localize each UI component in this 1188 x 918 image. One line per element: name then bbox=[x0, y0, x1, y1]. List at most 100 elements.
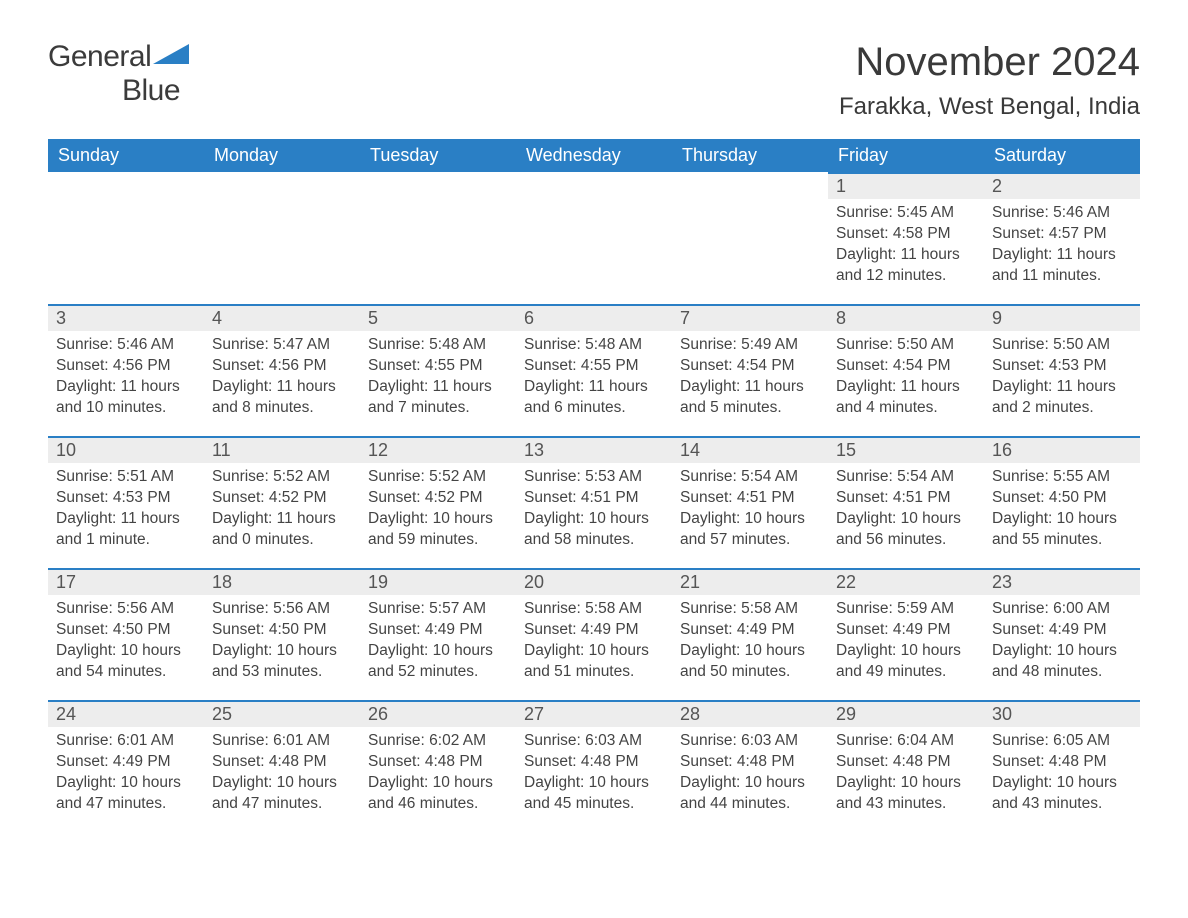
sunrise-line: Sunrise: 5:51 AM bbox=[56, 467, 196, 488]
day-details: Sunrise: 5:57 AMSunset: 4:49 PMDaylight:… bbox=[360, 595, 516, 691]
day-details: Sunrise: 5:56 AMSunset: 4:50 PMDaylight:… bbox=[48, 595, 204, 691]
calendar-cell: 22Sunrise: 5:59 AMSunset: 4:49 PMDayligh… bbox=[828, 568, 984, 700]
weekday-header: Wednesday bbox=[516, 139, 672, 172]
logo-triangle-icon bbox=[151, 42, 191, 71]
calendar-cell bbox=[48, 172, 204, 304]
day-details: Sunrise: 5:59 AMSunset: 4:49 PMDaylight:… bbox=[828, 595, 984, 691]
daylight-line: Daylight: 10 hours and 49 minutes. bbox=[836, 641, 976, 683]
day-details: Sunrise: 6:03 AMSunset: 4:48 PMDaylight:… bbox=[672, 727, 828, 823]
calendar-cell: 8Sunrise: 5:50 AMSunset: 4:54 PMDaylight… bbox=[828, 304, 984, 436]
day-details: Sunrise: 5:55 AMSunset: 4:50 PMDaylight:… bbox=[984, 463, 1140, 559]
day-details: Sunrise: 6:04 AMSunset: 4:48 PMDaylight:… bbox=[828, 727, 984, 823]
calendar-cell: 23Sunrise: 6:00 AMSunset: 4:49 PMDayligh… bbox=[984, 568, 1140, 700]
calendar-week-row: 10Sunrise: 5:51 AMSunset: 4:53 PMDayligh… bbox=[48, 436, 1140, 568]
day-details: Sunrise: 5:46 AMSunset: 4:56 PMDaylight:… bbox=[48, 331, 204, 427]
day-details: Sunrise: 5:48 AMSunset: 4:55 PMDaylight:… bbox=[360, 331, 516, 427]
sunrise-line: Sunrise: 5:46 AM bbox=[992, 203, 1132, 224]
calendar-cell: 24Sunrise: 6:01 AMSunset: 4:49 PMDayligh… bbox=[48, 700, 204, 832]
calendar-cell: 27Sunrise: 6:03 AMSunset: 4:48 PMDayligh… bbox=[516, 700, 672, 832]
day-number: 20 bbox=[516, 568, 672, 595]
calendar-cell: 20Sunrise: 5:58 AMSunset: 4:49 PMDayligh… bbox=[516, 568, 672, 700]
daylight-line: Daylight: 11 hours and 6 minutes. bbox=[524, 377, 664, 419]
sunrise-line: Sunrise: 5:47 AM bbox=[212, 335, 352, 356]
sunrise-line: Sunrise: 5:50 AM bbox=[992, 335, 1132, 356]
sunrise-line: Sunrise: 5:45 AM bbox=[836, 203, 976, 224]
day-details: Sunrise: 5:46 AMSunset: 4:57 PMDaylight:… bbox=[984, 199, 1140, 295]
sunset-line: Sunset: 4:49 PM bbox=[680, 620, 820, 641]
daylight-line: Daylight: 10 hours and 50 minutes. bbox=[680, 641, 820, 683]
day-number: 9 bbox=[984, 304, 1140, 331]
day-number: 25 bbox=[204, 700, 360, 727]
calendar-cell bbox=[516, 172, 672, 304]
day-details: Sunrise: 5:54 AMSunset: 4:51 PMDaylight:… bbox=[672, 463, 828, 559]
daylight-line: Daylight: 10 hours and 47 minutes. bbox=[56, 773, 196, 815]
daylight-line: Daylight: 10 hours and 52 minutes. bbox=[368, 641, 508, 683]
sunrise-line: Sunrise: 6:00 AM bbox=[992, 599, 1132, 620]
calendar-cell: 30Sunrise: 6:05 AMSunset: 4:48 PMDayligh… bbox=[984, 700, 1140, 832]
calendar-cell: 14Sunrise: 5:54 AMSunset: 4:51 PMDayligh… bbox=[672, 436, 828, 568]
daylight-line: Daylight: 10 hours and 58 minutes. bbox=[524, 509, 664, 551]
calendar-cell: 12Sunrise: 5:52 AMSunset: 4:52 PMDayligh… bbox=[360, 436, 516, 568]
calendar-cell bbox=[672, 172, 828, 304]
calendar-header-row: SundayMondayTuesdayWednesdayThursdayFrid… bbox=[48, 139, 1140, 172]
sunset-line: Sunset: 4:48 PM bbox=[836, 752, 976, 773]
sunset-line: Sunset: 4:50 PM bbox=[56, 620, 196, 641]
sunset-line: Sunset: 4:48 PM bbox=[524, 752, 664, 773]
daylight-line: Daylight: 10 hours and 53 minutes. bbox=[212, 641, 352, 683]
calendar-cell: 28Sunrise: 6:03 AMSunset: 4:48 PMDayligh… bbox=[672, 700, 828, 832]
calendar-week-row: 24Sunrise: 6:01 AMSunset: 4:49 PMDayligh… bbox=[48, 700, 1140, 832]
calendar-cell: 5Sunrise: 5:48 AMSunset: 4:55 PMDaylight… bbox=[360, 304, 516, 436]
day-details: Sunrise: 6:01 AMSunset: 4:48 PMDaylight:… bbox=[204, 727, 360, 823]
sunset-line: Sunset: 4:52 PM bbox=[212, 488, 352, 509]
day-number: 6 bbox=[516, 304, 672, 331]
calendar-cell: 13Sunrise: 5:53 AMSunset: 4:51 PMDayligh… bbox=[516, 436, 672, 568]
day-number: 26 bbox=[360, 700, 516, 727]
day-number: 23 bbox=[984, 568, 1140, 595]
calendar-cell: 26Sunrise: 6:02 AMSunset: 4:48 PMDayligh… bbox=[360, 700, 516, 832]
calendar-cell bbox=[204, 172, 360, 304]
calendar-cell bbox=[360, 172, 516, 304]
day-number: 22 bbox=[828, 568, 984, 595]
sunrise-line: Sunrise: 6:01 AM bbox=[212, 731, 352, 752]
day-number: 5 bbox=[360, 304, 516, 331]
title-block: November 2024 Farakka, West Bengal, Indi… bbox=[839, 40, 1140, 121]
weekday-header: Monday bbox=[204, 139, 360, 172]
sunset-line: Sunset: 4:49 PM bbox=[56, 752, 196, 773]
day-number: 28 bbox=[672, 700, 828, 727]
daylight-line: Daylight: 11 hours and 8 minutes. bbox=[212, 377, 352, 419]
day-number: 2 bbox=[984, 172, 1140, 199]
sunset-line: Sunset: 4:55 PM bbox=[524, 356, 664, 377]
sunrise-line: Sunrise: 5:52 AM bbox=[212, 467, 352, 488]
daylight-line: Daylight: 10 hours and 55 minutes. bbox=[992, 509, 1132, 551]
day-details: Sunrise: 6:03 AMSunset: 4:48 PMDaylight:… bbox=[516, 727, 672, 823]
daylight-line: Daylight: 11 hours and 11 minutes. bbox=[992, 245, 1132, 287]
sunset-line: Sunset: 4:48 PM bbox=[680, 752, 820, 773]
calendar-cell: 7Sunrise: 5:49 AMSunset: 4:54 PMDaylight… bbox=[672, 304, 828, 436]
calendar-cell: 4Sunrise: 5:47 AMSunset: 4:56 PMDaylight… bbox=[204, 304, 360, 436]
daylight-line: Daylight: 10 hours and 47 minutes. bbox=[212, 773, 352, 815]
day-number: 11 bbox=[204, 436, 360, 463]
sunrise-line: Sunrise: 5:56 AM bbox=[56, 599, 196, 620]
sunset-line: Sunset: 4:48 PM bbox=[368, 752, 508, 773]
header: General Blue November 2024 Farakka, West… bbox=[48, 40, 1140, 121]
logo-word1: General bbox=[48, 40, 151, 73]
month-title: November 2024 bbox=[839, 40, 1140, 85]
day-number: 10 bbox=[48, 436, 204, 463]
day-details: Sunrise: 5:52 AMSunset: 4:52 PMDaylight:… bbox=[204, 463, 360, 559]
day-number: 4 bbox=[204, 304, 360, 331]
day-number: 21 bbox=[672, 568, 828, 595]
day-number: 17 bbox=[48, 568, 204, 595]
calendar-table: SundayMondayTuesdayWednesdayThursdayFrid… bbox=[48, 139, 1140, 832]
calendar-cell: 2Sunrise: 5:46 AMSunset: 4:57 PMDaylight… bbox=[984, 172, 1140, 304]
sunset-line: Sunset: 4:49 PM bbox=[368, 620, 508, 641]
location: Farakka, West Bengal, India bbox=[839, 93, 1140, 121]
day-details: Sunrise: 5:50 AMSunset: 4:54 PMDaylight:… bbox=[828, 331, 984, 427]
sunrise-line: Sunrise: 5:54 AM bbox=[836, 467, 976, 488]
day-details: Sunrise: 5:50 AMSunset: 4:53 PMDaylight:… bbox=[984, 331, 1140, 427]
calendar-week-row: 3Sunrise: 5:46 AMSunset: 4:56 PMDaylight… bbox=[48, 304, 1140, 436]
daylight-line: Daylight: 10 hours and 45 minutes. bbox=[524, 773, 664, 815]
sunset-line: Sunset: 4:48 PM bbox=[992, 752, 1132, 773]
sunrise-line: Sunrise: 5:58 AM bbox=[524, 599, 664, 620]
calendar-body: 1Sunrise: 5:45 AMSunset: 4:58 PMDaylight… bbox=[48, 172, 1140, 832]
day-number: 30 bbox=[984, 700, 1140, 727]
